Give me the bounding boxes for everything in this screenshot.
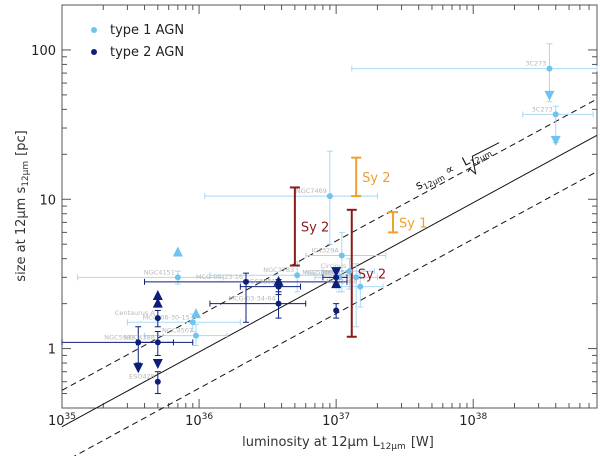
y-axis-title-sub: 12μm	[21, 161, 31, 187]
source-label: Circinus	[321, 262, 347, 270]
type1-point	[357, 283, 364, 290]
x-axis-title: luminosity at 12μm L12μm [W]	[242, 435, 434, 452]
legend-label-type1: type 1 AGN	[110, 23, 184, 38]
source-label: NGC1365	[305, 268, 336, 276]
type2-point	[243, 278, 250, 285]
legend-label-type2: type 2 AGN	[110, 45, 184, 60]
y-axis-title: size at 12μm s12μm [pc]	[14, 130, 31, 281]
x-tick-label-base: 10	[459, 414, 476, 429]
type1-point	[346, 268, 353, 275]
bands: Sy 2 Sy 2 Sy 2 Sy 1	[289, 156, 427, 338]
upper-limit-marker	[152, 359, 163, 370]
x-tick-label-exp: 35	[65, 412, 76, 422]
type2-point	[135, 339, 142, 346]
type1-point	[193, 332, 200, 339]
x-tick-label-exp: 37	[339, 412, 350, 422]
relation-line-dashed-lower	[73, 171, 598, 456]
source-label: NGC1068	[326, 278, 357, 286]
band-label: Sy 2	[358, 267, 386, 282]
source-label: NGC5995	[104, 333, 135, 341]
source-label: 3C273	[532, 105, 553, 113]
source-label: IC4329A	[311, 247, 339, 255]
type1-point	[353, 274, 360, 281]
source-label: NGC4388	[124, 333, 155, 341]
source-label: NGC5506	[302, 268, 333, 276]
source-label: NGC4151	[144, 268, 175, 276]
upper-limit-marker	[544, 90, 555, 101]
source-label: NGC4507	[162, 327, 193, 335]
relation-line-solid	[61, 134, 598, 428]
type1-point	[546, 65, 553, 72]
x-axis-title-main: luminosity at 12μm L	[242, 435, 380, 450]
y-tick-label: 10	[39, 193, 56, 208]
x-tick-label-base: 10	[322, 414, 339, 429]
band-label: Sy 2	[301, 220, 329, 235]
lower-limit-marker	[152, 289, 163, 300]
type1-point	[174, 274, 181, 281]
source-label: MCG-05-23-16	[196, 273, 243, 281]
source-label: MCG-03-34-64	[228, 295, 275, 303]
type2-point	[154, 339, 161, 346]
relation-label-sqrt-sign	[467, 142, 500, 176]
x-axis-title-unit: [W]	[411, 435, 434, 450]
type1-point	[326, 193, 333, 200]
lower-limit-marker	[152, 297, 163, 308]
source-labels: 3C273 3C273 NGC7469 IC4329A NGC3783 NGC1365Ci…	[104, 60, 552, 381]
type2-point	[333, 274, 340, 281]
y-axis-title-main: size at 12μm s	[14, 187, 29, 282]
source-label: MCG-06-30-15	[143, 313, 190, 321]
type2-point	[333, 307, 340, 314]
type1-point	[338, 252, 345, 259]
x-tick-label: 1036	[185, 412, 213, 429]
x-axis-title-sub: 12μm	[380, 442, 406, 452]
y-tick-label: 100	[31, 44, 56, 59]
source-label: NGC7469	[296, 187, 327, 195]
lower-limit-marker	[331, 278, 342, 289]
upper-limit-marker	[550, 135, 561, 146]
x-tick-label-exp: 38	[476, 412, 488, 422]
y-tick-label: 1	[48, 343, 56, 358]
x-tick-label-base: 10	[48, 414, 65, 429]
lower-limit-marker	[273, 275, 284, 286]
lower-limit-marker	[191, 308, 202, 319]
axis-titles: luminosity at 12μm L12μm [W] size at 12μm…	[14, 130, 434, 452]
type1-point	[189, 319, 196, 326]
relation-label-s: s	[413, 177, 425, 192]
legend: type 1 AGN type 2 AGN	[91, 23, 184, 60]
x-tick-label: 1035	[48, 412, 76, 429]
legend-marker-type2	[91, 49, 97, 55]
source-label: NGC3783	[263, 266, 294, 274]
type2-point	[154, 315, 161, 322]
source-label: Centaurus A	[115, 309, 156, 317]
x-tick-label-base: 10	[185, 414, 202, 429]
source-label: 3C273	[525, 60, 546, 68]
x-tick-label: 1037	[322, 412, 350, 429]
legend-marker-type1	[91, 27, 97, 33]
x-tick-label-exp: 36	[202, 412, 214, 422]
band-label: Sy 2	[362, 171, 390, 186]
lower-limit-marker	[172, 246, 183, 257]
upper-limit-marker	[133, 363, 144, 374]
type1-point	[294, 272, 301, 279]
source-label: ESO428	[129, 373, 155, 381]
y-axis-title-unit: [pc]	[14, 130, 29, 156]
band-label: Sy 1	[399, 216, 427, 231]
type2-point	[154, 378, 161, 385]
markers	[133, 65, 561, 385]
relation-label-prop: ∝	[439, 160, 460, 180]
type2-point	[275, 300, 282, 307]
source-label: NGC3281	[245, 278, 276, 286]
upper-limit-marker	[331, 267, 342, 278]
type1-point	[552, 111, 559, 118]
x-tick-label: 1038	[459, 412, 487, 429]
